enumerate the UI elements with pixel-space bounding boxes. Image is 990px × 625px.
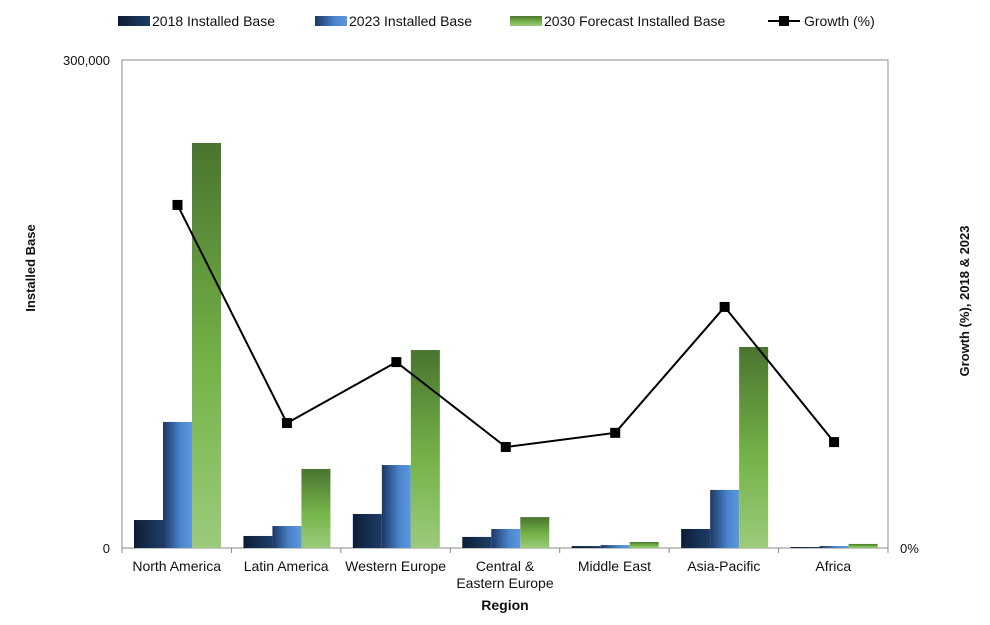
bar-2018-installed-base-6 bbox=[790, 547, 820, 548]
growth-marker-2 bbox=[391, 357, 402, 368]
legend-label-1: 2023 Installed Base bbox=[349, 13, 472, 29]
bar-2030-forecast-installed-base-2 bbox=[410, 350, 440, 548]
bar-2030-forecast-installed-base-4 bbox=[629, 541, 659, 548]
x-tick-label: Asia-Pacific bbox=[687, 558, 760, 574]
plot-area-border bbox=[121, 59, 889, 549]
legend-label-3: Growth (%) bbox=[804, 13, 875, 29]
legend-label-0: 2018 Installed Base bbox=[152, 13, 275, 29]
x-tick-label: Middle East bbox=[578, 558, 651, 574]
x-axis-title: Region bbox=[481, 597, 528, 613]
x-tick-label: Africa bbox=[815, 558, 851, 574]
legend-swatch-1 bbox=[315, 16, 347, 26]
legend-label-2: 2030 Forecast Installed Base bbox=[544, 13, 726, 29]
y-axis-title: Installed Base bbox=[23, 224, 38, 311]
bar-2018-installed-base-2 bbox=[352, 514, 382, 548]
growth-marker-1 bbox=[281, 418, 292, 429]
bar-2018-installed-base-1 bbox=[243, 535, 273, 548]
legend-swatch-2 bbox=[510, 16, 542, 26]
bar-2018-installed-base-0 bbox=[134, 520, 163, 548]
bar-2030-forecast-installed-base-1 bbox=[301, 468, 331, 548]
growth-line bbox=[176, 204, 835, 449]
bar-2023-installed-base-5 bbox=[710, 489, 740, 548]
bar-2030-forecast-installed-base-5 bbox=[739, 346, 769, 548]
bar-2030-forecast-installed-base-3 bbox=[520, 517, 550, 548]
growth-marker-4 bbox=[610, 427, 621, 438]
x-tick-label: Latin America bbox=[244, 558, 329, 574]
bar-2023-installed-base-0 bbox=[163, 421, 192, 548]
bar-2030-forecast-installed-base-6 bbox=[848, 543, 878, 548]
bar-2018-installed-base-5 bbox=[681, 528, 711, 548]
y-tick-top: 300,000 bbox=[63, 53, 110, 68]
x-tick-label: Western Europe bbox=[345, 558, 446, 574]
legend-swatch-0 bbox=[118, 16, 150, 26]
bar-2023-installed-base-3 bbox=[491, 528, 521, 548]
growth-marker-6 bbox=[829, 437, 840, 448]
axes bbox=[121, 59, 889, 553]
legend-marker-swatch bbox=[779, 16, 789, 26]
growth-marker-3 bbox=[500, 441, 511, 452]
legend: 2018 Installed Base 2023 Installed Base 20… bbox=[118, 13, 875, 29]
x-tick-label: Central & Eastern Europe bbox=[456, 558, 553, 591]
bar-2023-installed-base-6 bbox=[819, 546, 849, 548]
y2-axis-title: Growth (%), 2018 & 2023 bbox=[957, 226, 972, 377]
bar-2023-installed-base-1 bbox=[272, 526, 302, 548]
y-tick-zero: 0 bbox=[103, 541, 110, 556]
bar-2023-installed-base-2 bbox=[381, 465, 411, 548]
growth-marker-5 bbox=[719, 301, 730, 312]
x-tick-label: North America bbox=[132, 558, 221, 574]
bar-2030-forecast-installed-base-0 bbox=[192, 142, 221, 548]
growth-marker-0 bbox=[172, 199, 183, 210]
bar-2018-installed-base-3 bbox=[462, 536, 492, 548]
bar-2018-installed-base-4 bbox=[571, 546, 601, 548]
y2-tick-zero: 0% bbox=[900, 541, 919, 556]
bar-2023-installed-base-4 bbox=[600, 545, 630, 548]
